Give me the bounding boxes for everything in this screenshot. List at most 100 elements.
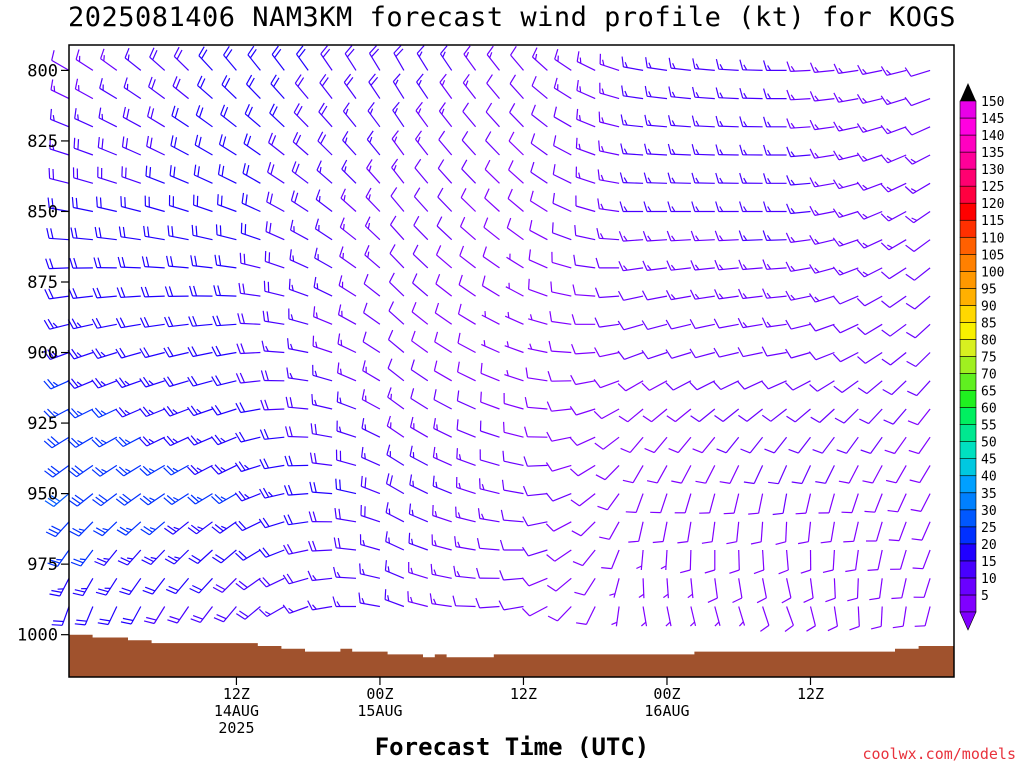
barb-feather [174, 556, 181, 559]
barb-feather [912, 567, 924, 570]
wind-barb [689, 289, 715, 300]
barb-feather [70, 561, 82, 567]
barb-feather [144, 586, 156, 592]
wind-barb [438, 102, 453, 128]
barb-staff [312, 433, 333, 438]
barb-feather [69, 257, 74, 269]
barb-feather [737, 381, 745, 390]
barb-staff [168, 323, 189, 328]
wind-barb [432, 446, 452, 466]
barb-staff [103, 549, 118, 566]
wind-barb [593, 408, 620, 420]
wind-barb [498, 600, 524, 611]
barb-staff [243, 577, 261, 591]
barb-staff [74, 408, 94, 419]
barb-feather [833, 150, 840, 161]
barb-feather [291, 161, 297, 172]
barb-staff [411, 311, 429, 325]
wind-barb [477, 508, 500, 523]
wind-barb [414, 158, 429, 184]
barb-staff [412, 253, 429, 269]
barb-feather [695, 235, 700, 241]
barb-feather [148, 438, 155, 444]
wind-barb [436, 216, 453, 241]
wind-barb [93, 257, 117, 269]
wind-barb [358, 592, 381, 608]
wind-barb [265, 221, 285, 241]
barb-feather [387, 387, 392, 398]
barb-feather [438, 102, 446, 112]
barb-staff [527, 377, 548, 382]
wind-barb [116, 521, 142, 536]
barb-feather [668, 448, 679, 454]
barb-feather [434, 510, 438, 517]
barb-staff [456, 429, 476, 438]
barb-staff [758, 493, 764, 514]
barb-feather [53, 411, 59, 416]
barb-feather [260, 370, 265, 381]
wind-barb [809, 177, 835, 188]
wind-barb [360, 504, 381, 523]
wind-barb [457, 332, 476, 354]
barb-feather [367, 102, 375, 112]
wind-barb [44, 464, 70, 478]
barb-feather [904, 156, 913, 165]
barb-feather [244, 493, 250, 499]
barb-feather [814, 296, 820, 302]
barb-feather [869, 597, 880, 601]
barb-staff [481, 314, 500, 325]
barb-feather [393, 45, 402, 54]
wind-barb [121, 166, 141, 184]
colorbar-swatch [959, 543, 977, 562]
barb-staff [866, 380, 883, 395]
barb-feather [149, 47, 155, 58]
barb-staff [623, 295, 644, 301]
wind-barb [530, 133, 548, 156]
barb-staff [288, 521, 309, 526]
wind-barb [481, 340, 500, 354]
barb-staff [480, 401, 500, 410]
barb-feather [666, 260, 672, 271]
barb-staff [556, 606, 572, 622]
barb-staff [711, 521, 716, 542]
barb-staff [319, 82, 333, 99]
barb-feather [386, 444, 391, 455]
wind-barb [193, 194, 213, 213]
barb-feather [862, 242, 869, 247]
barb-feather [288, 455, 293, 466]
wind-barb [743, 465, 764, 485]
barb-staff [51, 436, 70, 449]
barb-staff [695, 351, 715, 359]
barb-staff [846, 436, 859, 454]
wind-barb [619, 201, 644, 213]
wind-barb [504, 341, 524, 354]
barb-feather [389, 475, 393, 486]
wind-barb [47, 549, 70, 567]
barb-feather [171, 105, 176, 116]
barb-feather [523, 456, 528, 467]
credit-link[interactable]: coolwx.com/models [862, 745, 1016, 763]
barb-staff [153, 606, 166, 624]
barb-feather [643, 201, 648, 212]
barb-feather [367, 251, 370, 258]
wind-barb [49, 138, 70, 156]
wind-barb [528, 314, 548, 325]
barb-feather [415, 130, 422, 140]
colorbar-label: 110 [981, 231, 1004, 246]
barb-feather [247, 106, 253, 117]
barb-staff [123, 464, 142, 477]
wind-barb [690, 408, 716, 423]
barb-feather [671, 177, 676, 184]
wind-barb [860, 436, 883, 454]
barb-staff [649, 380, 668, 391]
barb-feather [146, 135, 149, 147]
barb-feather [908, 449, 919, 455]
wind-barb [45, 521, 70, 538]
barb-staff [241, 464, 261, 473]
barb-feather [164, 286, 170, 297]
wind-barb [415, 130, 429, 156]
barb-staff [889, 323, 907, 337]
barb-feather [370, 76, 379, 86]
barb-staff [122, 408, 142, 418]
wind-barb [98, 107, 118, 128]
